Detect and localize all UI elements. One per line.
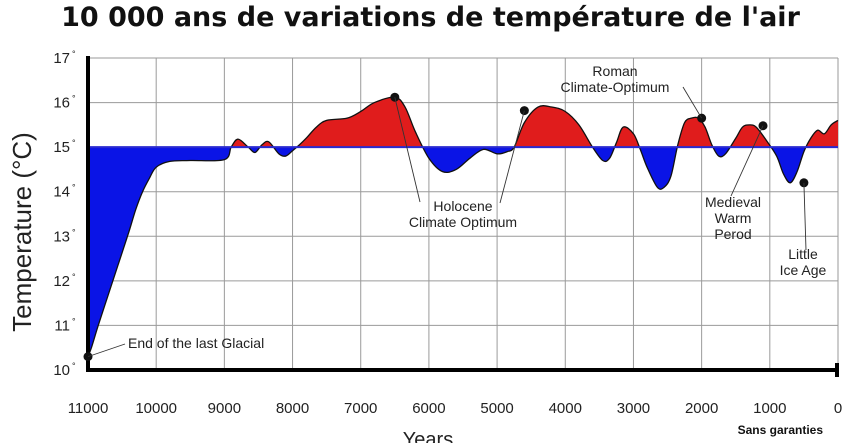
x-axis-label: Years <box>403 429 453 443</box>
y-axis-label: Temperature (°C) <box>7 132 37 332</box>
x-tick-label-8000: 8000 <box>276 400 309 417</box>
y-tick-degree-12: ° <box>72 272 76 282</box>
leader-little-ice-age <box>803 182 807 251</box>
x-tick-label-10000: 10000 <box>135 400 177 417</box>
y-tick-label-13: 13 <box>53 228 70 245</box>
y-tick-label-14: 14 <box>53 184 70 201</box>
y-tick-degree-15: ° <box>72 138 76 148</box>
x-tick-label-11000: 11000 <box>68 400 109 417</box>
label-roman-line-1: Roman <box>592 63 637 79</box>
label-holocene-line-2: Climate Optimum <box>409 214 517 230</box>
axes <box>86 56 839 377</box>
y-tick-degree-13: ° <box>72 227 76 237</box>
y-tick-label-11: 11 <box>54 317 70 334</box>
x-tick-label-5000: 5000 <box>480 400 513 417</box>
label-medieval-line-3: Perod <box>714 226 751 242</box>
x-tick-label-0: 0 <box>834 400 842 417</box>
temperature-curve-group <box>87 96 839 357</box>
y-tick-degree-11: ° <box>72 316 76 326</box>
y-tick-degree-16: ° <box>72 94 76 104</box>
x-axis-end-cap <box>835 363 839 377</box>
x-tick-label-7000: 7000 <box>344 400 377 417</box>
label-end-of-glacial-line-1: End of the last Glacial <box>128 335 264 351</box>
label-little-ice-age-line-1: Little <box>788 246 818 262</box>
grid-lines <box>87 57 839 371</box>
x-tick-labels: 11000 10000 9000 8000 7000 6000 5000 4000 3000 20… <box>68 400 842 417</box>
label-medieval-line-1: Medieval <box>705 194 761 210</box>
y-tick-degree-17: ° <box>72 49 76 59</box>
x-tick-label-3000: 3000 <box>617 400 650 417</box>
x-tick-label-9000: 9000 <box>208 400 241 417</box>
y-tick-degree-10: ° <box>72 361 76 371</box>
x-tick-label-4000: 4000 <box>549 400 582 417</box>
warm-area <box>88 97 838 148</box>
label-little-ice-age-line-2: Ice Age <box>780 262 827 278</box>
label-medieval-line-2: Warm <box>715 210 752 226</box>
leader-roman <box>682 86 703 119</box>
leader-end-of-glacial <box>87 343 126 358</box>
y-tick-label-16: 16 <box>53 95 70 112</box>
marker-medieval <box>758 121 768 131</box>
y-tick-label-10: 10 <box>53 362 70 379</box>
y-tick-label-15: 15 <box>53 139 70 156</box>
x-tick-label-1000: 1000 <box>753 400 786 417</box>
y-tick-label-17: 17 <box>53 50 70 67</box>
y-tick-labels: 10 °11 °12 °13 °14 °15 °16 °17 ° <box>53 49 76 379</box>
leader-medieval <box>730 125 764 197</box>
label-holocene-line-1: Holocene <box>433 198 492 214</box>
y-tick-degree-14: ° <box>72 183 76 193</box>
y-tick-label-12: 12 <box>53 273 70 290</box>
temperature-areas <box>88 97 838 357</box>
leader-holocene-1 <box>394 97 421 203</box>
x-tick-label-6000: 6000 <box>412 400 445 417</box>
credit-label: Sans garanties <box>737 423 823 437</box>
chart-title: 10 000 ans de variations de température … <box>61 2 800 33</box>
label-roman-line-2: Climate-Optimum <box>561 79 670 95</box>
leader-holocene-2 <box>499 110 525 204</box>
x-tick-label-2000: 2000 <box>685 400 718 417</box>
